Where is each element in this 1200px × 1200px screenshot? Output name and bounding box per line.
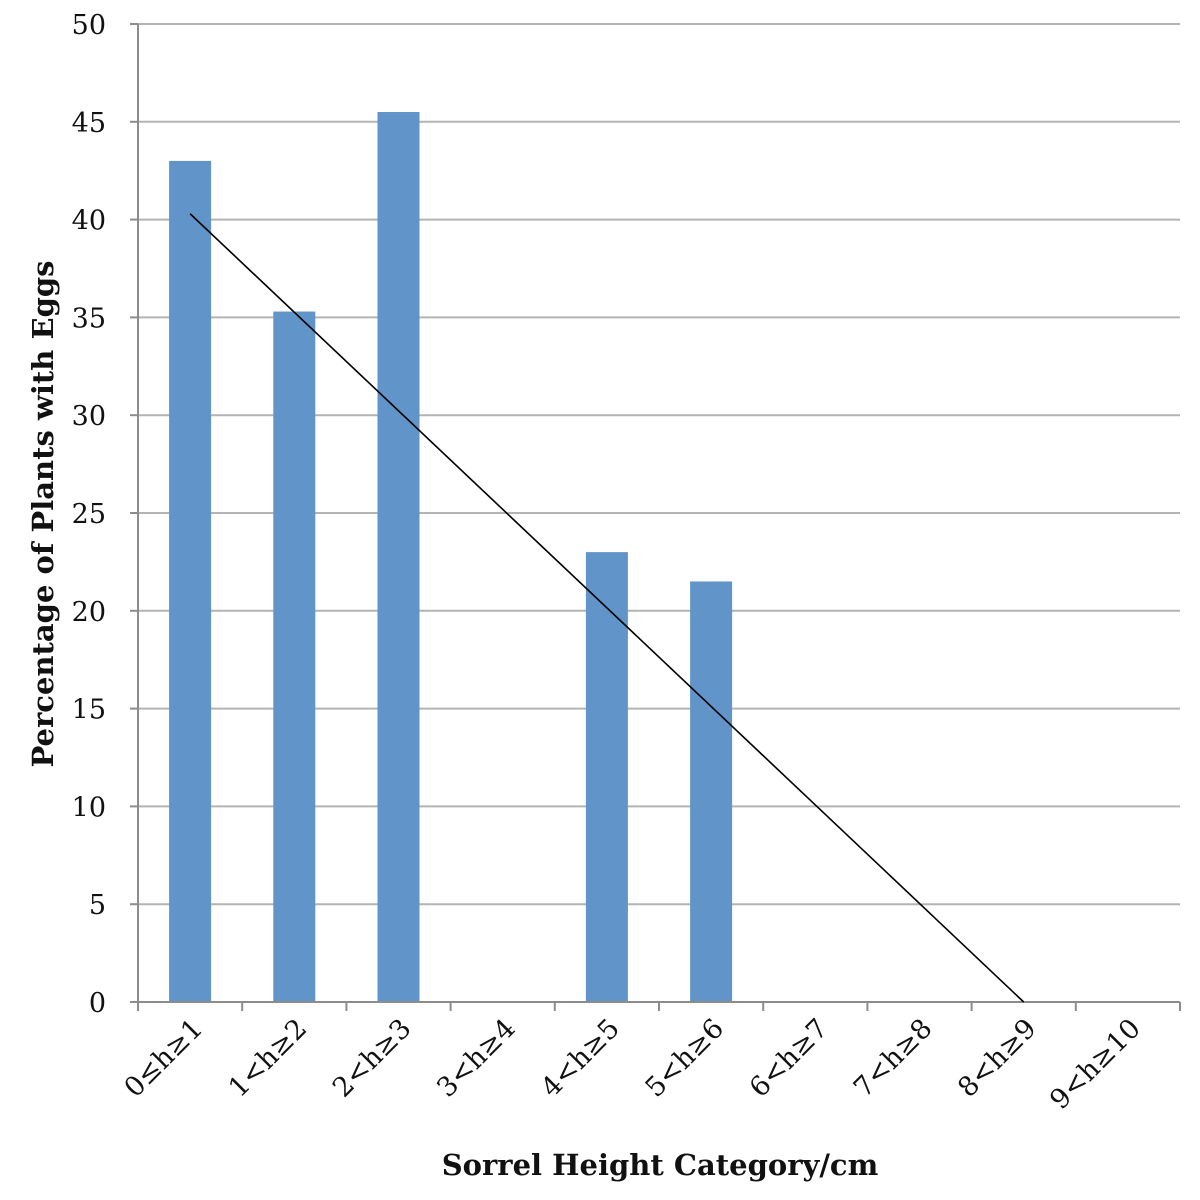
y-tick-label: 35 [72, 303, 106, 334]
axes [130, 23, 1181, 1011]
x-tick-label: 4<h≥5 [535, 1013, 626, 1104]
x-tick-label: 8<h≥9 [952, 1013, 1043, 1104]
trendline-layer [189, 213, 1025, 1003]
y-tick-label: 25 [72, 499, 106, 530]
bar [377, 112, 420, 1002]
x-tick-label: 9<h≥10 [1044, 1013, 1147, 1116]
y-tick-label: 0 [89, 988, 106, 1019]
y-tick-label: 45 [72, 108, 106, 139]
bar [169, 160, 212, 1003]
x-tick-label: 3<h≥4 [431, 1013, 522, 1104]
x-axis-title: Sorrel Height Category/cm [442, 1148, 879, 1182]
trendline [189, 213, 1025, 1003]
x-tick-labels: 0≤h≥1 1<h≥2 2<h≥3 3<h≥4 4<h≥5 5<h≥6 6<h≥7 7<h≥8… [119, 1013, 1147, 1116]
x-tick-label: 6<h≥7 [744, 1013, 835, 1104]
bar [690, 581, 733, 1002]
y-tick-label: 30 [72, 401, 106, 432]
x-tick-label: 7<h≥8 [848, 1013, 939, 1104]
y-tick-labels: 0 5 10 15 20 25 30 35 40 45 50 [72, 10, 106, 1019]
y-axis-title: Percentage of Plants with Eggs [26, 261, 60, 768]
y-tick-label: 50 [72, 10, 106, 41]
y-tick-label: 40 [72, 206, 106, 237]
y-tick-label: 10 [72, 792, 106, 823]
x-tick-label: 0≤h≥1 [119, 1013, 210, 1104]
bar [273, 311, 316, 1003]
x-tick-label: 5<h≥6 [640, 1013, 731, 1104]
bar [585, 552, 628, 1002]
y-tick-label: 5 [89, 890, 106, 921]
x-tick-label: 2<h≥3 [327, 1013, 418, 1104]
bars [169, 112, 733, 1003]
y-tick-label: 15 [72, 695, 106, 726]
y-tick-label: 20 [72, 597, 106, 628]
x-tick-label: 1<h≥2 [223, 1013, 314, 1104]
